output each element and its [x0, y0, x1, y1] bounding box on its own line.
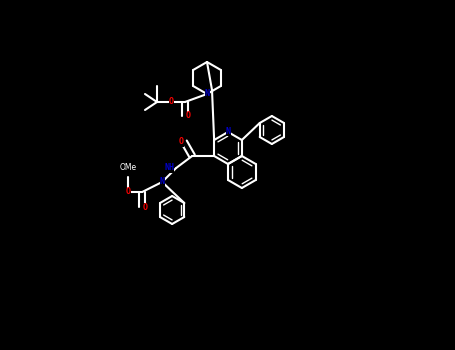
Text: O: O: [179, 138, 184, 147]
Text: O: O: [168, 98, 173, 106]
Text: N: N: [226, 126, 231, 135]
Text: O: O: [186, 112, 191, 120]
Text: N: N: [204, 90, 209, 98]
Text: NH: NH: [164, 163, 174, 173]
Text: O: O: [126, 188, 131, 196]
Text: N: N: [160, 177, 165, 187]
Text: O: O: [143, 203, 147, 211]
Text: OMe: OMe: [120, 163, 136, 172]
